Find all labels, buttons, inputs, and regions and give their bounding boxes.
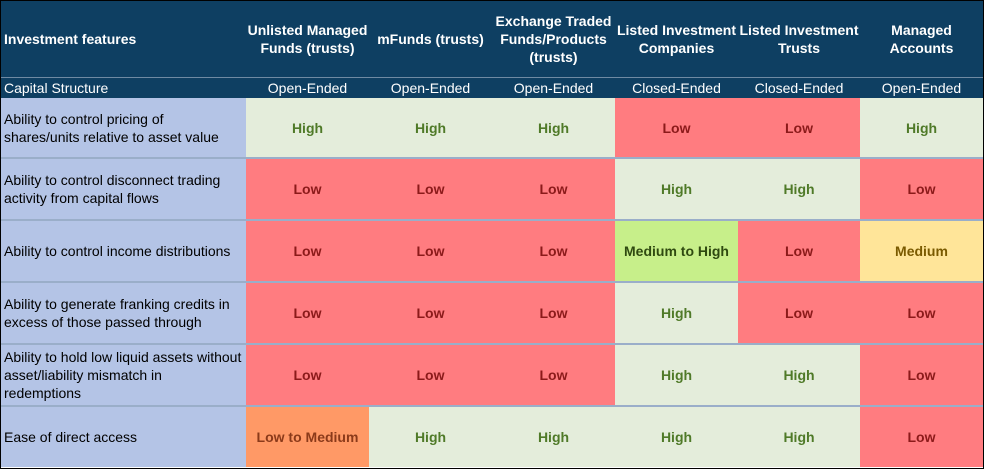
rating-cell: Low (860, 405, 983, 467)
rating-cell: Low (738, 219, 860, 282)
header-listed-investment-trusts: Listed Investment Trusts (738, 1, 860, 78)
rating-cell: Low (246, 281, 369, 344)
header-managed-accounts: Managed Accounts (860, 1, 983, 78)
rating-cell: Low (860, 281, 983, 344)
feature-label: Ability to control pricing of shares/uni… (1, 98, 246, 158)
rating-cell: High (369, 98, 492, 158)
header-listed-investment-companies: Listed Investment Companies (615, 1, 738, 78)
feature-label: Ability to generate franking credits in … (1, 281, 246, 344)
rating-cell: Low (246, 157, 369, 220)
rating-cell: Low (369, 157, 492, 220)
header-unlisted-managed-funds: Unlisted Managed Funds (trusts) (246, 1, 369, 78)
rating-cell: Low (492, 219, 615, 282)
capital-structure-cell: Open-Ended (369, 77, 492, 98)
feature-row-trading-disconnect: Ability to control disconnect trading ac… (1, 157, 983, 220)
feature-label: Ability to control income distributions (1, 219, 246, 282)
capital-structure-cell: Closed-Ended (615, 77, 738, 98)
rating-cell: High (615, 157, 738, 220)
rating-cell: High (492, 405, 615, 467)
rating-cell: Low (860, 157, 983, 220)
header-exchange-traded-funds: Exchange Traded Funds/Products (trusts) (492, 1, 615, 78)
rating-cell: Low (246, 343, 369, 406)
rating-cell: High (615, 343, 738, 406)
rating-cell: Medium to High (615, 219, 738, 282)
header-mfunds: mFunds (trusts) (369, 1, 492, 78)
rating-cell: High (492, 98, 615, 158)
rating-cell: High (246, 98, 369, 158)
capital-structure-label: Capital Structure (1, 77, 246, 98)
rating-cell: Low (492, 281, 615, 344)
capital-structure-cell: Open-Ended (492, 77, 615, 98)
feature-row-franking-credits: Ability to generate franking credits in … (1, 281, 983, 344)
rating-cell: Low (492, 343, 615, 406)
rating-cell: Low (369, 219, 492, 282)
feature-row-pricing: Ability to control pricing of shares/uni… (1, 98, 983, 158)
rating-cell: Low (738, 98, 860, 158)
rating-cell: High (738, 157, 860, 220)
feature-row-low-liquid-assets: Ability to hold low liquid assets withou… (1, 343, 983, 406)
rating-cell: High (369, 405, 492, 467)
rating-cell: High (615, 281, 738, 344)
rating-cell: Low (369, 343, 492, 406)
capital-structure-cell: Closed-Ended (738, 77, 860, 98)
feature-row-income-distributions: Ability to control income distributions … (1, 219, 983, 282)
header-investment-features: Investment features (1, 1, 246, 78)
rating-cell: Low (738, 281, 860, 344)
rating-cell: Low (615, 98, 738, 158)
rating-cell: Low (246, 219, 369, 282)
rating-cell: High (860, 98, 983, 158)
capital-structure-cell: Open-Ended (246, 77, 369, 98)
rating-cell: Medium (860, 219, 983, 282)
capital-structure-row: Capital Structure Open-Ended Open-Ended … (1, 77, 983, 98)
feature-label: Ability to control disconnect trading ac… (1, 157, 246, 220)
header-row: Investment features Unlisted Managed Fun… (1, 1, 983, 78)
rating-cell: Low (369, 281, 492, 344)
feature-row-direct-access: Ease of direct access Low to Medium High… (1, 405, 983, 467)
feature-label: Ease of direct access (1, 405, 246, 467)
rating-cell: High (738, 405, 860, 467)
rating-cell: Low to Medium (246, 405, 369, 467)
rating-cell: High (738, 343, 860, 406)
capital-structure-cell: Open-Ended (860, 77, 983, 98)
rating-cell: Low (860, 343, 983, 406)
rating-cell: Low (492, 157, 615, 220)
feature-label: Ability to hold low liquid assets withou… (1, 343, 246, 406)
rating-cell: High (615, 405, 738, 467)
